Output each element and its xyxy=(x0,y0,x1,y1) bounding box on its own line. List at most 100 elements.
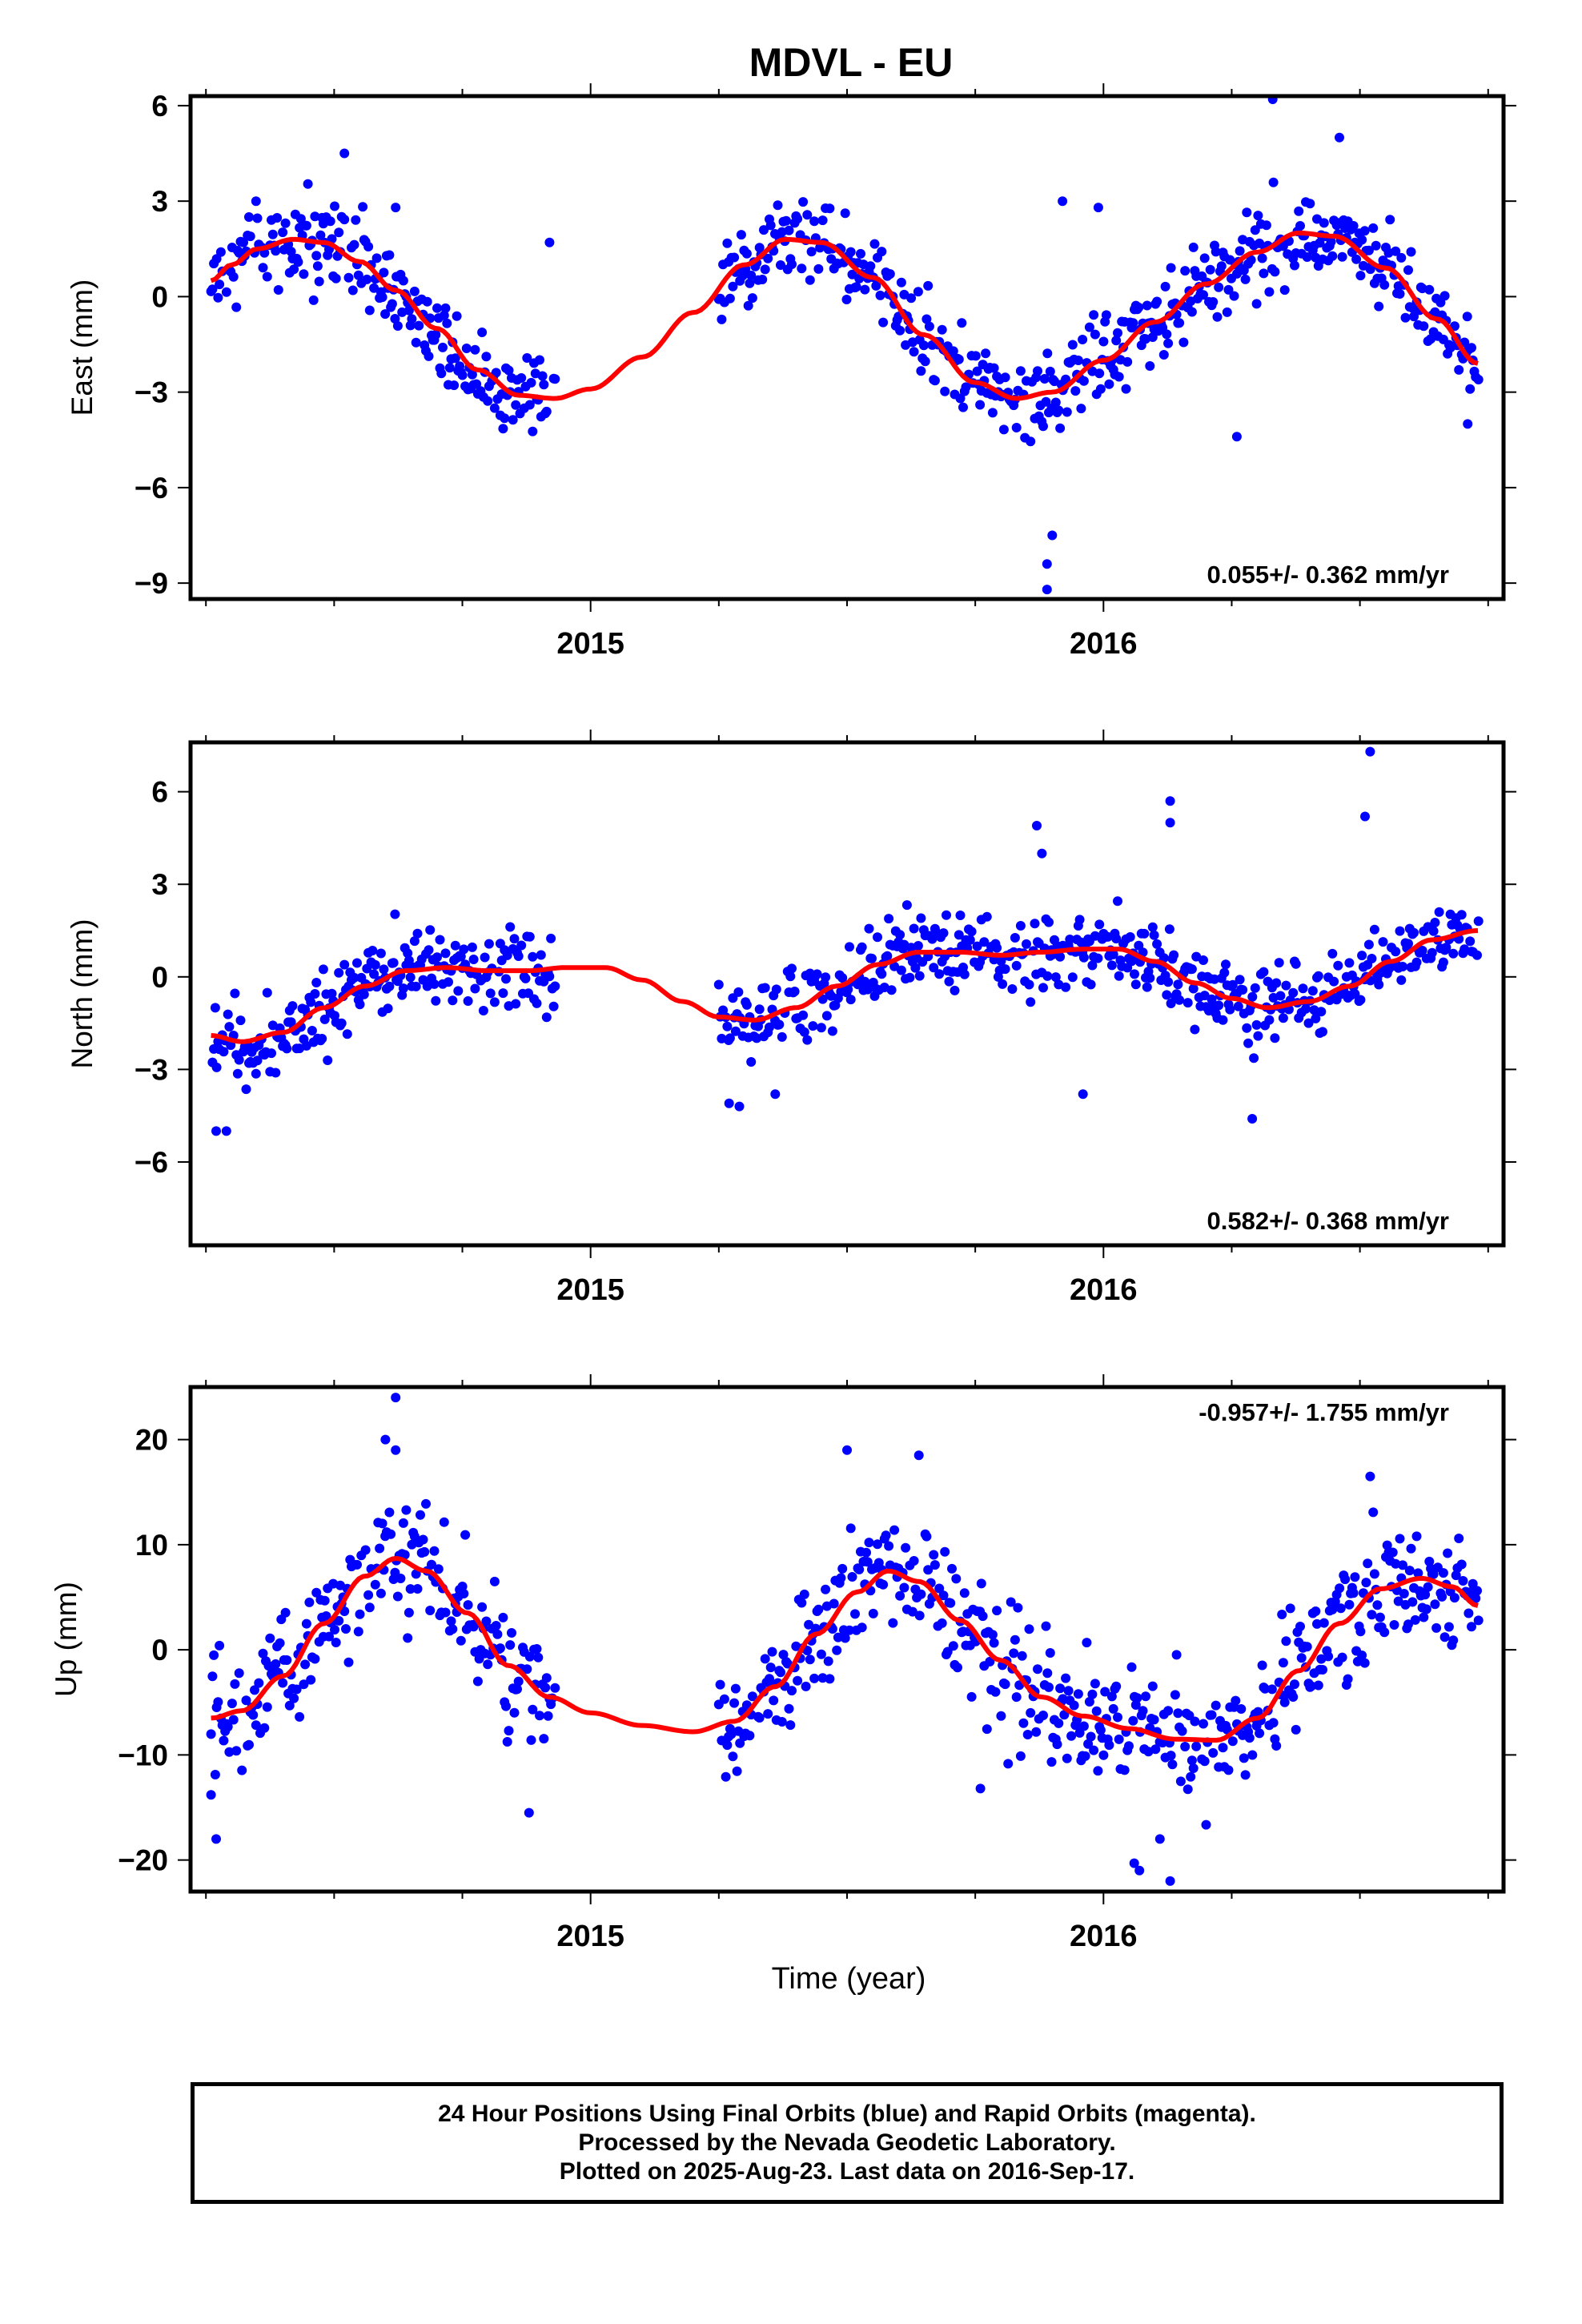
data-point xyxy=(500,413,510,424)
data-point xyxy=(278,227,288,238)
data-point xyxy=(1264,1015,1275,1025)
data-point xyxy=(901,900,912,911)
data-point xyxy=(1344,958,1355,968)
data-point xyxy=(401,1505,412,1515)
data-point xyxy=(1015,921,1026,931)
data-point xyxy=(459,1589,469,1598)
data-point xyxy=(724,1098,734,1108)
data-point xyxy=(875,290,885,300)
data-point xyxy=(734,1101,745,1112)
data-point xyxy=(1229,291,1239,301)
data-point xyxy=(1000,964,1010,975)
data-point xyxy=(1208,1747,1219,1758)
data-point xyxy=(1166,999,1176,1008)
data-point xyxy=(505,1640,516,1651)
data-point xyxy=(864,923,874,934)
data-point xyxy=(1046,1757,1057,1767)
data-point xyxy=(388,958,399,968)
data-point xyxy=(524,1651,535,1662)
data-point xyxy=(847,1572,857,1582)
data-point xyxy=(1372,1600,1383,1610)
data-point xyxy=(1180,1742,1191,1751)
data-point xyxy=(404,1607,414,1618)
y-tick-label: 6 xyxy=(151,90,168,123)
data-point xyxy=(1427,947,1437,958)
data-point xyxy=(1255,1728,1265,1739)
data-point xyxy=(1174,995,1185,1005)
data-point xyxy=(234,1055,244,1065)
data-point xyxy=(1465,936,1476,947)
data-point xyxy=(480,952,490,963)
data-point xyxy=(1037,848,1047,858)
data-point xyxy=(360,1545,371,1555)
data-point xyxy=(507,1628,516,1638)
data-point xyxy=(1467,343,1476,353)
data-point xyxy=(314,276,324,287)
data-point xyxy=(379,964,389,975)
data-point xyxy=(210,1770,220,1779)
data-point xyxy=(327,988,337,999)
data-point xyxy=(303,179,313,189)
data-point xyxy=(227,1699,237,1709)
data-point xyxy=(1084,322,1094,332)
data-point xyxy=(550,374,560,384)
data-point xyxy=(985,1656,995,1667)
data-point xyxy=(840,1633,850,1643)
data-point xyxy=(544,237,555,247)
data-point xyxy=(352,1559,362,1570)
data-point xyxy=(1129,1858,1139,1868)
data-point xyxy=(901,1542,911,1553)
data-point xyxy=(1222,307,1232,317)
panel-east: 2015 2016 6 3 0 −3 −6 −9 East (mm) 0.055+/- 0.362… xyxy=(66,83,1516,661)
data-point xyxy=(258,263,268,273)
data-point xyxy=(377,1518,387,1529)
data-point xyxy=(1199,991,1210,1001)
data-point xyxy=(961,382,971,392)
data-point xyxy=(1279,285,1290,296)
data-point xyxy=(878,1579,889,1590)
data-point xyxy=(722,238,733,248)
data-point xyxy=(213,1697,223,1707)
data-point xyxy=(1165,1876,1175,1886)
data-point xyxy=(1022,1730,1033,1739)
data-point xyxy=(1361,1578,1371,1588)
data-point xyxy=(1052,1739,1062,1750)
data-point xyxy=(1095,384,1106,394)
data-point xyxy=(528,426,538,436)
data-point xyxy=(1152,939,1162,949)
data-point xyxy=(472,1676,483,1687)
data-point xyxy=(747,293,757,304)
data-point xyxy=(1281,980,1291,991)
data-point xyxy=(1335,132,1344,143)
data-point xyxy=(837,973,848,983)
data-point xyxy=(782,1659,793,1669)
data-point xyxy=(954,930,964,940)
data-point xyxy=(1134,302,1144,312)
plot-frame-north xyxy=(188,740,1506,1248)
data-point xyxy=(1180,266,1191,276)
data-point xyxy=(833,1632,843,1642)
data-point xyxy=(416,1510,425,1520)
data-point xyxy=(528,951,538,962)
data-point xyxy=(1087,1689,1098,1699)
data-point xyxy=(1011,423,1022,432)
data-point xyxy=(371,253,382,263)
data-point xyxy=(477,328,488,337)
data-point xyxy=(913,287,923,297)
data-point xyxy=(1199,290,1208,300)
data-point xyxy=(444,977,453,987)
data-point xyxy=(1130,979,1141,990)
data-point xyxy=(1335,1603,1346,1614)
data-point xyxy=(425,925,436,935)
data-point xyxy=(349,972,359,983)
data-point xyxy=(1190,1024,1200,1035)
data-point xyxy=(1439,1632,1450,1642)
data-point xyxy=(784,1703,794,1714)
data-point xyxy=(777,1717,787,1727)
data-point xyxy=(851,282,861,292)
data-point xyxy=(520,973,531,983)
data-point xyxy=(209,1650,219,1660)
data-point xyxy=(244,1739,254,1750)
y-tick-label: 20 xyxy=(135,1424,168,1457)
